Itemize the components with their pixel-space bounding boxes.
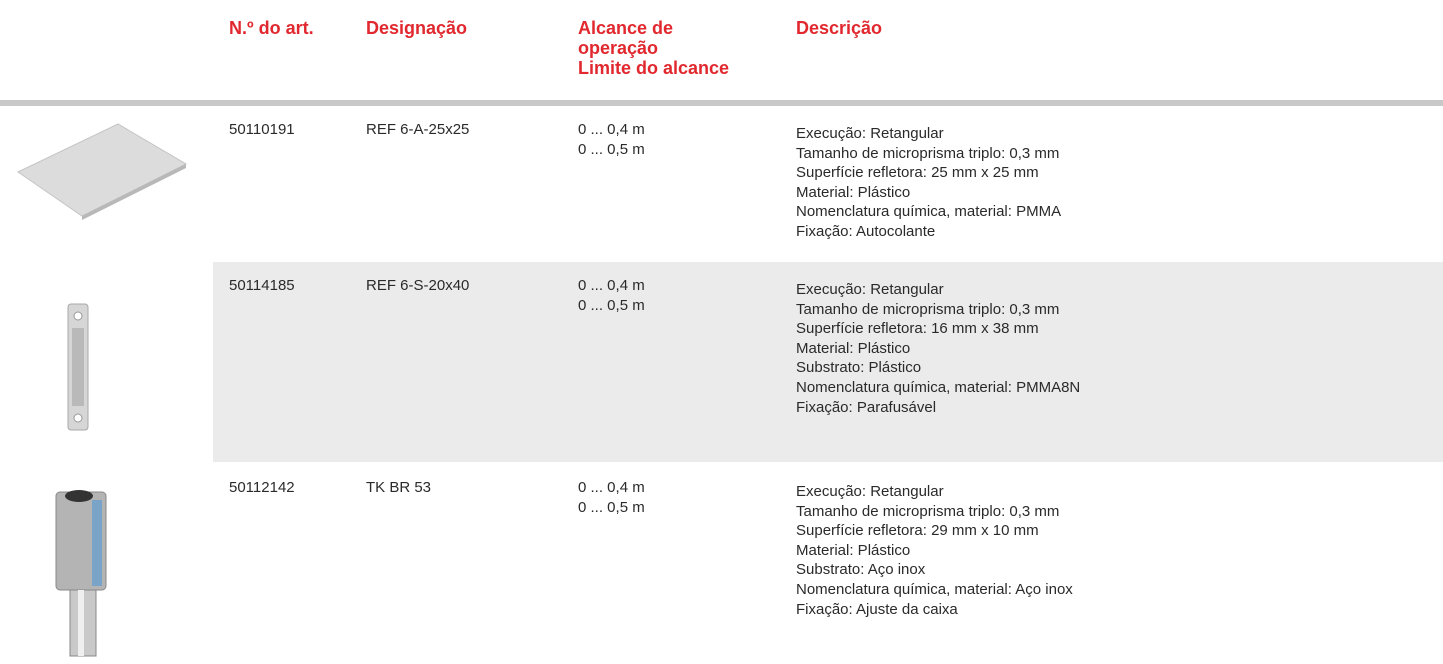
product-image [17,123,188,220]
description-line: Tamanho de microprisma triplo: 0,3 mm [796,502,1060,520]
header-line: Limite do alcance [578,58,730,78]
header-line: operação [578,38,659,58]
range: 0 ... 0,4 m [578,121,645,138]
header-line: Descrição [796,18,883,38]
designation: TK BR 53 [366,479,432,496]
product-image [55,490,107,657]
description-line: Execução: Retangular [796,281,944,298]
description-line: Material: Plástico [796,339,911,357]
description-line: Material: Plástico [796,541,911,559]
product-images [17,123,188,657]
description-line: Execução: Retangular [796,125,944,142]
column-header: Alcance de operação Limite do alcance [578,18,729,78]
description-line: Fixação: Autocolante [796,223,936,240]
article-number: 50112142 [229,479,295,496]
column-header: Designação [366,18,467,38]
description-line: Nomenclatura química, material: Aço inox [796,581,1073,598]
description-line: Nomenclatura química, material: PMMA8N [796,379,1081,396]
range: 0 ... 0,5 m [578,140,645,158]
designation: REF 6-S-20x40 [366,277,470,294]
range: 0 ... 0,5 m [578,296,645,314]
column-header: Descrição [796,18,882,38]
description-line: Substrato: Aço inox [796,561,926,579]
description-line: Superfície refletora: 29 mm x 10 mm [796,522,1039,540]
description-line: Tamanho de microprisma triplo: 0,3 mm [796,300,1060,318]
range: 0 ... 0,5 m [578,498,645,516]
description-line: Superfície refletora: 25 mm x 25 mm [796,164,1039,182]
row-background [213,262,1443,462]
column-header: N.º do art. [229,18,314,38]
header-line: Designação [366,18,468,38]
header-line: N.º do art. [229,18,314,38]
header-line: Alcance de [578,18,674,38]
header-rule [0,100,1443,106]
description-line: Fixação: Ajuste da caixa [796,600,958,618]
product-image [67,303,89,431]
description-line: Fixação: Parafusável [796,398,937,416]
article-number: 50110191 [229,121,295,138]
description-line: Execução: Retangular [796,483,944,500]
designation: REF 6-A-25x25 [366,121,470,138]
description-line: Nomenclatura química, material: PMMA [796,203,1062,221]
description-line: Superfície refletora: 16 mm x 38 mm [796,320,1039,338]
article-number: 50114185 [229,277,295,294]
description-line: Tamanho de microprisma triplo: 0,3 mm [796,144,1060,162]
range: 0 ... 0,4 m [578,277,645,294]
description-line: Substrato: Plástico [796,359,922,377]
range: 0 ... 0,4 m [578,479,645,496]
description-line: Material: Plástico [796,183,911,201]
